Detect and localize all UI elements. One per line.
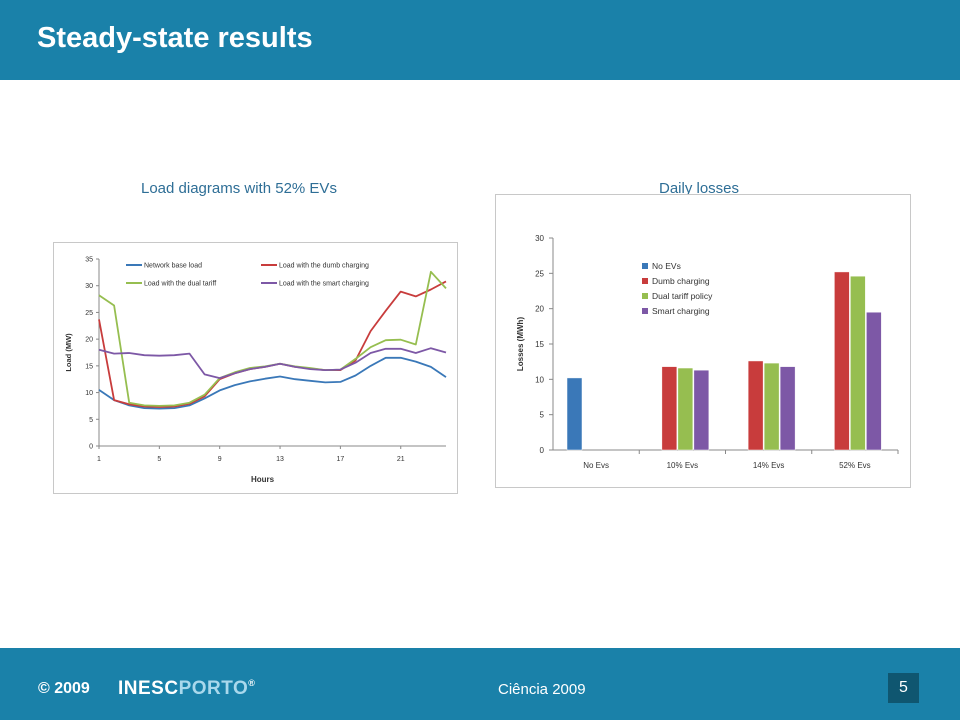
inescporto-logo: INESCPORTO® [118, 678, 255, 700]
bar-0-0 [566, 377, 583, 451]
series-line-4 [98, 347, 447, 380]
footer-event: Ciência 2009 [498, 681, 586, 698]
legend-swatch [642, 263, 648, 269]
bar-3-3 [866, 311, 882, 451]
x-tick-label: 17 [336, 456, 344, 463]
slide-title: Steady-state results [37, 22, 313, 54]
y-tick-label: 35 [85, 257, 93, 264]
logo-registered-mark: ® [248, 678, 256, 688]
legend-label: Smart charging [652, 306, 710, 316]
y-tick-label: 10 [535, 375, 544, 384]
bar-2-1 [677, 367, 694, 451]
y-tick-label: 30 [535, 234, 544, 243]
page-number: 5 [888, 673, 919, 703]
logo-text-left: INESC [118, 678, 179, 699]
line-chart-frame: 0 5 10 15 20 25 30 35 1 5 9 13 17 21 Hours Load (MW) Net… [53, 242, 458, 494]
x-tick-label: 13 [276, 456, 284, 463]
y-tick-label: 20 [85, 337, 93, 344]
bar-1-1 [661, 366, 678, 451]
y-axis-title: Losses (MWh) [516, 317, 525, 372]
series-line-1 [98, 356, 447, 410]
logo-text-right: PORTO [178, 678, 249, 699]
x-tick-label: 9 [218, 456, 222, 463]
y-tick-label: 0 [89, 444, 93, 451]
legend-label: Network base load [144, 263, 202, 270]
footer-bar [0, 648, 960, 720]
legend-label: Dumb charging [652, 276, 710, 286]
legend-swatch [642, 278, 648, 284]
y-tick-label: 25 [535, 269, 544, 278]
y-tick-label: 20 [535, 305, 544, 314]
x-tick-label: 21 [397, 456, 405, 463]
bar-3-1 [693, 369, 710, 451]
x-axis-title: Hours [251, 475, 275, 484]
series-line-2 [98, 280, 447, 408]
legend-label: Load with the dumb charging [279, 263, 369, 270]
bar-2-3 [850, 275, 866, 451]
header-bar [0, 0, 960, 80]
x-tick-label: 1 [97, 456, 101, 463]
x-tick-label: 10% Evs [667, 461, 699, 470]
legend-label: No EVs [652, 261, 681, 271]
y-tick-label: 15 [535, 340, 544, 349]
y-tick-label: 15 [85, 363, 93, 370]
legend-swatch [642, 308, 648, 314]
legend-label: Load with the smart charging [279, 281, 369, 288]
bar-3-2 [779, 366, 796, 451]
x-tick-label: 14% Evs [753, 461, 785, 470]
legend-label: Load with the dual tariff [144, 281, 216, 288]
footer-copyright: © 2009 [38, 680, 90, 697]
bar-chart-title: Daily losses [659, 180, 740, 197]
x-tick-label: 52% Evs [839, 461, 871, 470]
y-tick-label: 30 [85, 283, 93, 290]
bar-1-2 [747, 360, 764, 451]
bar-2-2 [763, 362, 780, 451]
y-axis-title: Load (MW) [64, 333, 73, 372]
line-chart-title: Load diagrams with 52% EVs [141, 180, 337, 197]
x-tick-label: 5 [157, 456, 161, 463]
y-tick-label: 10 [85, 390, 93, 397]
bar-1-3 [834, 271, 850, 451]
x-tick-label: No Evs [583, 461, 609, 470]
y-tick-label: 5 [540, 411, 545, 420]
legend-swatch [642, 293, 648, 299]
bar-chart: 0 5 10 15 20 25 30 Losses (MWh) No Evs 10% Evs 14%… [516, 234, 899, 470]
legend-label: Dual tariff policy [652, 291, 713, 301]
y-tick-label: 25 [85, 310, 93, 317]
bar-chart-frame: 0 5 10 15 20 25 30 Losses (MWh) No Evs 10% Evs 14%… [495, 194, 911, 488]
series-line-3 [98, 270, 447, 407]
y-tick-label: 0 [540, 446, 545, 455]
y-tick-label: 5 [89, 417, 93, 424]
